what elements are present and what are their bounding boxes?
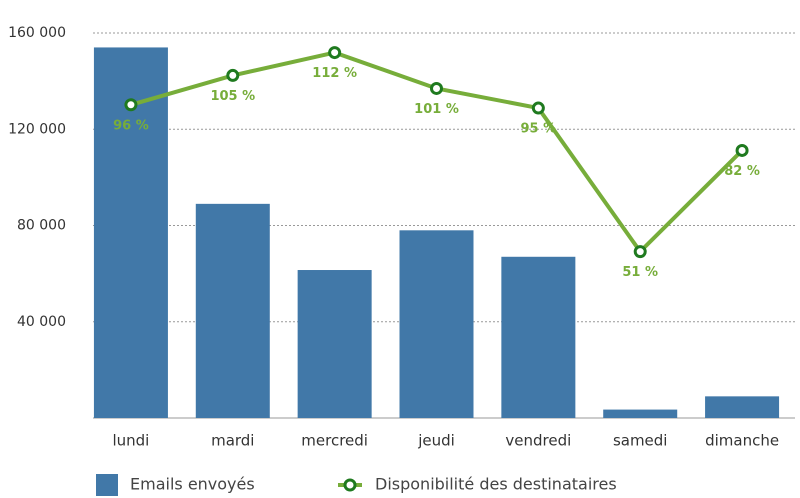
x-tick-label: samedi: [613, 432, 668, 450]
bar: [399, 230, 474, 418]
legend-swatch: [96, 474, 118, 496]
bar: [297, 270, 372, 418]
legend-swatch: [343, 478, 357, 492]
data-label: 96 %: [113, 118, 149, 133]
x-tick-label: lundi: [112, 432, 149, 450]
bar: [603, 409, 678, 418]
x-tick-label: dimanche: [705, 432, 779, 450]
x-tick-label: jeudi: [417, 432, 455, 450]
data-label: 101 %: [414, 102, 459, 117]
line-marker: [328, 46, 342, 60]
y-tick-label: 40 000: [17, 314, 66, 330]
line-marker: [633, 245, 647, 259]
line-marker: [124, 98, 138, 112]
data-label: 112 %: [312, 66, 357, 81]
line-marker: [430, 81, 443, 95]
bar: [705, 396, 780, 418]
bar: [195, 203, 270, 418]
line-marker: [226, 68, 240, 82]
data-label: 95 %: [521, 122, 557, 137]
legend-label: Disponibilité des destinataires: [375, 475, 617, 494]
legend-label: Emails envoyés: [130, 475, 255, 494]
line-marker: [531, 101, 545, 115]
y-tick-label: 120 000: [8, 121, 66, 137]
data-label: 51 %: [622, 265, 658, 280]
y-tick-label: 160 000: [8, 25, 66, 41]
bar: [501, 256, 576, 418]
x-tick-label: mardi: [211, 432, 254, 450]
x-tick-label: vendredi: [505, 432, 571, 450]
y-tick-label: 80 000: [17, 218, 66, 234]
data-label: 82 %: [724, 164, 760, 179]
x-tick-label: mercredi: [301, 432, 368, 450]
data-label: 105 %: [210, 89, 255, 104]
line-marker: [735, 143, 749, 157]
